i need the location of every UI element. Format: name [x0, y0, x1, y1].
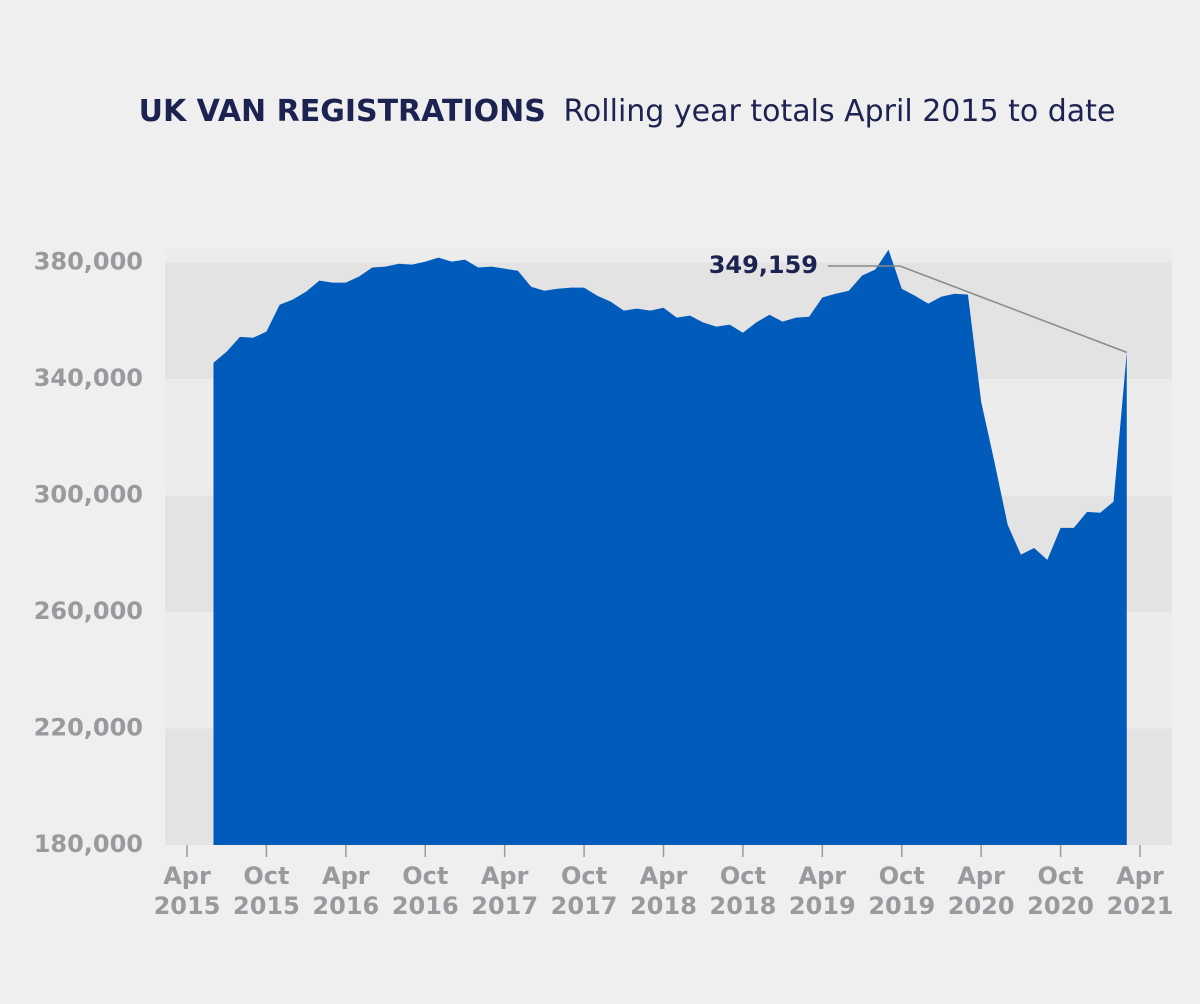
x-tick-label: Apr [799, 862, 847, 890]
x-tick-label: 2015 [154, 892, 221, 920]
x-tick-label: 2021 [1107, 892, 1174, 920]
x-tick-label: 2018 [630, 892, 697, 920]
x-tick-label: 2017 [471, 892, 538, 920]
x-tick-label: 2017 [551, 892, 618, 920]
x-tick-label: Apr [163, 862, 211, 890]
x-tick-label: 2018 [710, 892, 777, 920]
y-tick-label: 260,000 [34, 597, 143, 625]
x-tick-label: Apr [322, 862, 370, 890]
area [213, 249, 1127, 845]
x-tick-label: Apr [481, 862, 529, 890]
chart-subtitle: Rolling year totals April 2015 to date [563, 94, 1115, 129]
x-tick-label: 2016 [392, 892, 459, 920]
x-tick-label: Apr [640, 862, 688, 890]
x-tick-label: Oct [1038, 862, 1084, 890]
y-tick-label: 180,000 [34, 830, 143, 858]
x-tick-label: 2016 [312, 892, 379, 920]
annotation-leader [828, 265, 1128, 354]
x-tick-label: Oct [561, 862, 607, 890]
x-tick-label: Apr [957, 862, 1005, 890]
chart-title: UK VAN REGISTRATIONS [139, 94, 546, 129]
y-tick-label: 340,000 [34, 364, 143, 392]
chart-heading: UK VAN REGISTRATIONS Rolling year totals… [139, 94, 1116, 129]
x-tick-label: Oct [720, 862, 766, 890]
x-tick-label: 2020 [1027, 892, 1094, 920]
x-tick-label: Oct [243, 862, 289, 890]
y-tick-label: 220,000 [34, 714, 143, 742]
x-tick-label: Apr [1116, 862, 1164, 890]
x-tick-label: 2020 [948, 892, 1015, 920]
x-tick-label: 2019 [868, 892, 935, 920]
grid-band [165, 248, 1172, 263]
x-tick-label: Oct [879, 862, 925, 890]
y-tick-label: 300,000 [34, 481, 143, 509]
x-tick-label: 2015 [233, 892, 300, 920]
x-tick-label: 2019 [789, 892, 856, 920]
x-tick-label: Oct [402, 862, 448, 890]
y-tick-label: 380,000 [34, 248, 143, 276]
data-label: 349,159 [709, 251, 818, 279]
